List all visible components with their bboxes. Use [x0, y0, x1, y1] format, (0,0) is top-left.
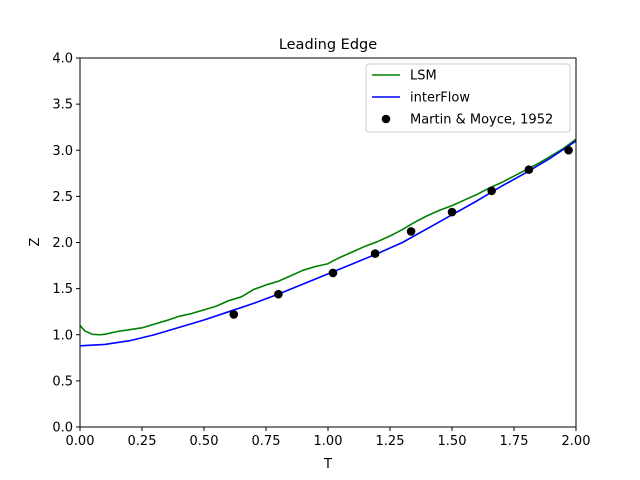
- chart-title: Leading Edge: [279, 37, 377, 53]
- y-axis-label: Z: [28, 237, 43, 246]
- legend-label: interFlow: [410, 91, 470, 106]
- plot-area: [79, 138, 577, 347]
- data-point-martin-moyce-1952: [487, 186, 496, 196]
- data-point-martin-moyce-1952: [229, 310, 239, 319]
- x-tick-label: 2.00: [562, 434, 591, 449]
- y-tick-label: 1.5: [52, 282, 73, 297]
- x-axis-label: T: [323, 457, 332, 472]
- y-tick-label: 2.0: [52, 236, 73, 251]
- legend-marker: [381, 114, 391, 124]
- x-tick-label: 1.00: [314, 434, 343, 449]
- x-tick-label: 0.75: [252, 434, 281, 449]
- y-tick-label: 4.0: [52, 52, 73, 67]
- data-point-martin-moyce-1952: [564, 145, 573, 155]
- legend-box: [365, 63, 571, 133]
- y-tick-label: 0.0: [52, 421, 73, 436]
- x-tick-label: 1.50: [438, 434, 467, 449]
- data-point-martin-moyce-1952: [370, 249, 380, 258]
- y-tick-label: 0.5: [52, 374, 73, 389]
- y-tick-label: 3.5: [52, 98, 73, 113]
- legend-label: Martin & Moyce, 1952: [410, 113, 553, 128]
- series-line-lsm: [79, 138, 577, 336]
- data-point-martin-moyce-1952: [328, 268, 338, 278]
- y-tick-label: 3.0: [52, 144, 73, 159]
- y-tick-label: 1.0: [52, 328, 73, 343]
- legend-label: LSM: [410, 69, 437, 84]
- data-point-martin-moyce-1952: [447, 207, 457, 217]
- data-point-martin-moyce-1952: [274, 289, 283, 299]
- y-tick-label: 2.5: [52, 190, 73, 205]
- data-point-martin-moyce-1952: [524, 165, 534, 174]
- x-axis: 0.00 0.25 0.50 0.75 1.00 1.25 1.50 1.75 2.00: [66, 427, 591, 449]
- data-point-martin-moyce-1952: [406, 227, 416, 236]
- x-tick-label: 1.25: [376, 434, 405, 449]
- x-tick-label: 0.50: [190, 434, 219, 449]
- x-tick-label: 0.25: [128, 434, 157, 449]
- y-axis: 0.0 0.5 1.0 1.5 2.0 2.5 3.0 3.5 4.0: [52, 52, 80, 436]
- x-tick-label: 0.00: [66, 434, 95, 449]
- legend: LSM interFlow Martin & Moyce, 1952: [365, 63, 571, 133]
- x-tick-label: 1.75: [500, 434, 529, 449]
